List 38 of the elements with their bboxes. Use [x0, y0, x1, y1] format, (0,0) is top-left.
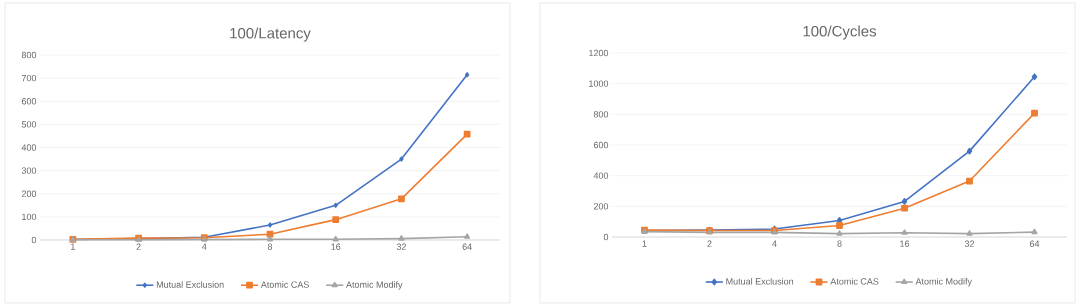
y-tick-label: 600 [593, 141, 609, 149]
x-tick-label: 16 [331, 243, 341, 250]
x-tick-label: 32 [964, 240, 975, 247]
chart-title: 100/Cycles [803, 25, 877, 40]
y-tick-label: 300 [21, 167, 37, 174]
legend-label: Mutual Exclusion [726, 278, 794, 285]
y-tick-label: 600 [21, 98, 37, 105]
legend-label: Mutual Exclusion [156, 281, 224, 288]
y-tick-label: 200 [21, 190, 37, 197]
x-tick-label: 4 [772, 240, 777, 247]
y-tick-label: 400 [21, 144, 37, 151]
y-tick-label: 500 [21, 121, 37, 128]
y-tick-label: 0 [31, 236, 37, 244]
legend-label: Atomic Modify [346, 281, 403, 290]
y-tick-label: 200 [593, 203, 609, 210]
x-tick-label: 1 [642, 240, 647, 247]
x-tick-label: 1 [71, 243, 75, 250]
y-tick-label: 1200 [589, 49, 609, 57]
legend-label: Atomic CAS [830, 278, 879, 285]
y-tick-label: 800 [593, 111, 609, 118]
x-tick-label: 2 [136, 243, 141, 250]
x-tick-label: 64 [462, 243, 472, 250]
x-tick-label: 2 [707, 240, 712, 247]
y-tick-label: 700 [21, 74, 37, 82]
y-tick-label: 100 [22, 213, 37, 221]
x-tick-label: 32 [396, 243, 406, 250]
x-tick-label: 8 [267, 243, 273, 250]
y-tick-label: 800 [21, 51, 37, 59]
legend-label: Atomic CAS [260, 281, 309, 288]
chart-title: 100/Latency [230, 27, 311, 42]
y-tick-label: 1000 [589, 80, 609, 87]
x-tick-label: 8 [837, 240, 842, 247]
y-tick-label: 400 [593, 172, 609, 179]
legend-label: Atomic Modify [915, 278, 973, 287]
y-tick-label: 0 [603, 233, 609, 241]
x-tick-label: 16 [900, 240, 910, 247]
x-tick-label: 4 [201, 243, 207, 250]
x-tick-label: 64 [1029, 240, 1040, 247]
